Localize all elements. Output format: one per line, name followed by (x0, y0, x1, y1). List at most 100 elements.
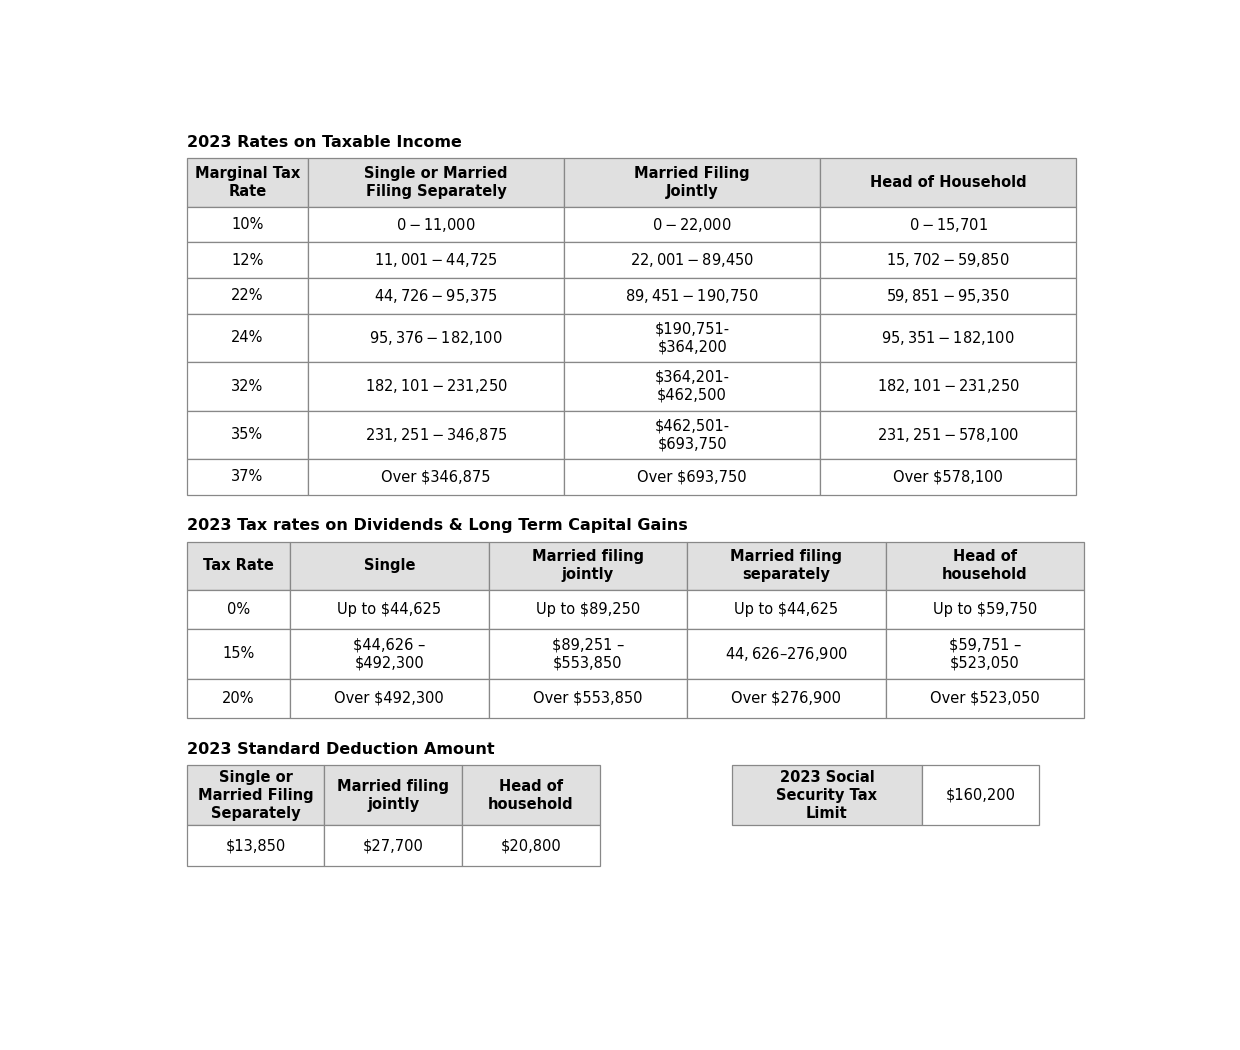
Text: 22%: 22% (231, 289, 264, 303)
Text: $364,201-
$462,500: $364,201- $462,500 (655, 370, 729, 403)
Bar (564, 459, 820, 495)
Bar (308, 159, 564, 207)
Bar (308, 243, 564, 278)
Text: 2023 Rates on Taxable Income: 2023 Rates on Taxable Income (187, 135, 461, 150)
Bar (820, 314, 1076, 362)
Bar (820, 159, 1076, 207)
Bar (564, 159, 820, 207)
Text: $0-$15,701: $0-$15,701 (909, 215, 988, 234)
Bar (290, 679, 489, 718)
Bar (187, 314, 308, 362)
Bar (489, 679, 687, 718)
Text: $0-$22,000: $0-$22,000 (652, 215, 732, 234)
Text: $462,501-
$693,750: $462,501- $693,750 (655, 418, 729, 452)
Text: $231,251-$346,875: $231,251-$346,875 (365, 426, 507, 444)
Text: Up to $44,625: Up to $44,625 (337, 602, 441, 617)
Text: 2023 Social
Security Tax
Limit: 2023 Social Security Tax Limit (776, 770, 878, 820)
Text: 0%: 0% (227, 602, 250, 617)
Bar (687, 679, 885, 718)
Bar (308, 459, 564, 495)
Text: $231,251- $578,100: $231,251- $578,100 (878, 426, 1019, 444)
Text: $182,101-$231,250: $182,101-$231,250 (877, 377, 1019, 396)
Bar (187, 362, 308, 411)
Text: Up to $44,625: Up to $44,625 (734, 602, 838, 617)
Text: $95,351-$182,100: $95,351-$182,100 (882, 329, 1016, 346)
Bar (732, 764, 923, 825)
Text: $22,001-$89,450: $22,001-$89,450 (630, 251, 754, 269)
Text: $44,626 –
$492,300: $44,626 – $492,300 (353, 637, 425, 671)
Text: Married Filing
Jointly: Married Filing Jointly (635, 166, 750, 200)
Text: Over $693,750: Over $693,750 (637, 469, 746, 484)
Bar (187, 459, 308, 495)
Text: 35%: 35% (232, 427, 263, 442)
Bar (308, 278, 564, 314)
Bar (325, 764, 463, 825)
Bar (489, 629, 687, 679)
Bar (564, 362, 820, 411)
Text: Married filing
jointly: Married filing jointly (532, 549, 644, 583)
Text: $89,251 –
$553,850: $89,251 – $553,850 (552, 637, 624, 671)
Text: 2023 Standard Deduction Amount: 2023 Standard Deduction Amount (187, 741, 495, 757)
Bar (820, 411, 1076, 459)
Text: Married filing
jointly: Married filing jointly (337, 778, 449, 812)
Text: $20,800: $20,800 (501, 838, 562, 853)
Bar (923, 764, 1039, 825)
Text: Head of Household: Head of Household (870, 175, 1027, 190)
Text: $44,626 – $276,900: $44,626 – $276,900 (725, 645, 848, 663)
Bar (489, 590, 687, 629)
Bar (489, 542, 687, 590)
Bar (308, 207, 564, 243)
Bar (187, 278, 308, 314)
Bar (820, 278, 1076, 314)
Bar (187, 207, 308, 243)
Bar (187, 764, 325, 825)
Bar (187, 542, 290, 590)
Bar (687, 629, 885, 679)
Text: Tax Rate: Tax Rate (203, 559, 274, 573)
Bar (564, 278, 820, 314)
Bar (885, 629, 1084, 679)
Text: 10%: 10% (231, 217, 264, 232)
Text: 32%: 32% (231, 379, 263, 394)
Text: Up to $89,250: Up to $89,250 (536, 602, 640, 617)
Bar (325, 825, 463, 866)
Bar (187, 243, 308, 278)
Text: $190,751-
$364,200: $190,751- $364,200 (655, 321, 729, 354)
Bar (687, 542, 885, 590)
Text: $182,101-$231,250: $182,101-$231,250 (365, 377, 507, 396)
Text: $11,001-$44,725: $11,001-$44,725 (374, 251, 498, 269)
Bar (187, 411, 308, 459)
Text: Marginal Tax
Rate: Marginal Tax Rate (195, 166, 300, 200)
Bar (187, 590, 290, 629)
Text: 20%: 20% (222, 691, 254, 706)
Text: $59,851-$95,350: $59,851-$95,350 (887, 287, 1009, 304)
Text: 12%: 12% (231, 253, 264, 268)
Text: Married filing
separately: Married filing separately (730, 549, 842, 583)
Text: Over $492,300: Over $492,300 (335, 691, 444, 706)
Bar (290, 629, 489, 679)
Text: Single or Married
Filing Separately: Single or Married Filing Separately (365, 166, 508, 200)
Bar (187, 159, 308, 207)
Bar (463, 764, 599, 825)
Bar (187, 629, 290, 679)
Bar (290, 590, 489, 629)
Text: 2023 Tax rates on Dividends & Long Term Capital Gains: 2023 Tax rates on Dividends & Long Term … (187, 519, 687, 533)
Text: $89,451-$190,750: $89,451-$190,750 (625, 287, 759, 304)
Bar (564, 207, 820, 243)
Bar (308, 411, 564, 459)
Text: $27,700: $27,700 (362, 838, 424, 853)
Bar (308, 362, 564, 411)
Bar (463, 825, 599, 866)
Text: $59,751 –
$523,050: $59,751 – $523,050 (949, 637, 1022, 671)
Text: Head of
household: Head of household (487, 778, 574, 812)
Text: Head of
household: Head of household (942, 549, 1028, 583)
Bar (885, 590, 1084, 629)
Text: $160,200: $160,200 (946, 788, 1016, 802)
Text: $44,726-$95,375: $44,726-$95,375 (374, 287, 498, 304)
Bar (308, 314, 564, 362)
Text: Over $523,050: Over $523,050 (930, 691, 1040, 706)
Bar (187, 825, 325, 866)
Bar (564, 243, 820, 278)
Text: Over $553,850: Over $553,850 (533, 691, 642, 706)
Text: $13,850: $13,850 (226, 838, 285, 853)
